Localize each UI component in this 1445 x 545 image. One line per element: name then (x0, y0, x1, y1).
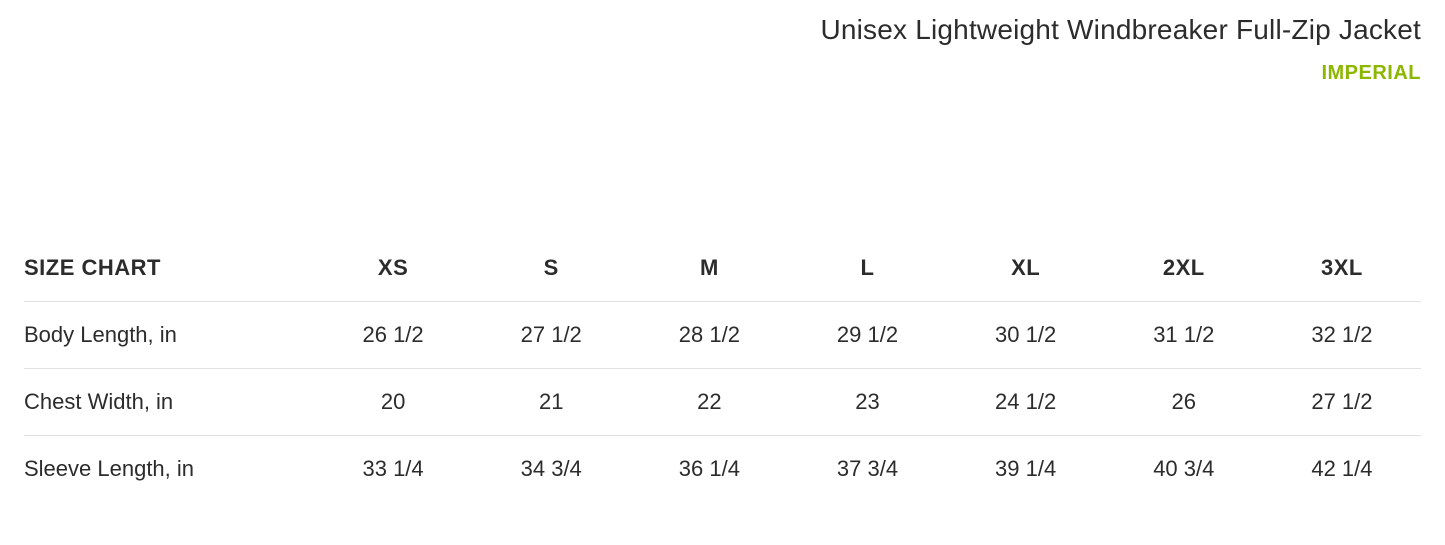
col-header: XS (314, 235, 472, 302)
cell: 27 1/2 (1263, 369, 1421, 436)
cell: 28 1/2 (630, 302, 788, 369)
cell: 22 (630, 369, 788, 436)
col-header: XL (947, 235, 1105, 302)
table-row: Chest Width, in 20 21 22 23 24 1/2 26 27… (24, 369, 1421, 436)
cell: 29 1/2 (788, 302, 946, 369)
cell: 26 1/2 (314, 302, 472, 369)
cell: 40 3/4 (1105, 436, 1263, 503)
table-row: Body Length, in 26 1/2 27 1/2 28 1/2 29 … (24, 302, 1421, 369)
cell: 30 1/2 (947, 302, 1105, 369)
cell: 42 1/4 (1263, 436, 1421, 503)
cell: 26 (1105, 369, 1263, 436)
size-chart-heading: SIZE CHART (24, 235, 314, 302)
table-header-row: SIZE CHART XS S M L XL 2XL 3XL (24, 235, 1421, 302)
cell: 32 1/2 (1263, 302, 1421, 369)
row-label: Body Length, in (24, 302, 314, 369)
table-row: Sleeve Length, in 33 1/4 34 3/4 36 1/4 3… (24, 436, 1421, 503)
cell: 24 1/2 (947, 369, 1105, 436)
unit-label: IMPERIAL (24, 62, 1421, 85)
cell: 34 3/4 (472, 436, 630, 503)
row-label: Sleeve Length, in (24, 436, 314, 503)
cell: 31 1/2 (1105, 302, 1263, 369)
cell: 23 (788, 369, 946, 436)
size-chart-table: SIZE CHART XS S M L XL 2XL 3XL Body Leng… (24, 235, 1421, 502)
page: Unisex Lightweight Windbreaker Full-Zip … (0, 0, 1445, 502)
cell: 39 1/4 (947, 436, 1105, 503)
cell: 33 1/4 (314, 436, 472, 503)
col-header: M (630, 235, 788, 302)
col-header: L (788, 235, 946, 302)
cell: 21 (472, 369, 630, 436)
cell: 36 1/4 (630, 436, 788, 503)
product-title: Unisex Lightweight Windbreaker Full-Zip … (24, 14, 1421, 46)
col-header: 2XL (1105, 235, 1263, 302)
col-header: S (472, 235, 630, 302)
cell: 27 1/2 (472, 302, 630, 369)
row-label: Chest Width, in (24, 369, 314, 436)
cell: 37 3/4 (788, 436, 946, 503)
cell: 20 (314, 369, 472, 436)
col-header: 3XL (1263, 235, 1421, 302)
